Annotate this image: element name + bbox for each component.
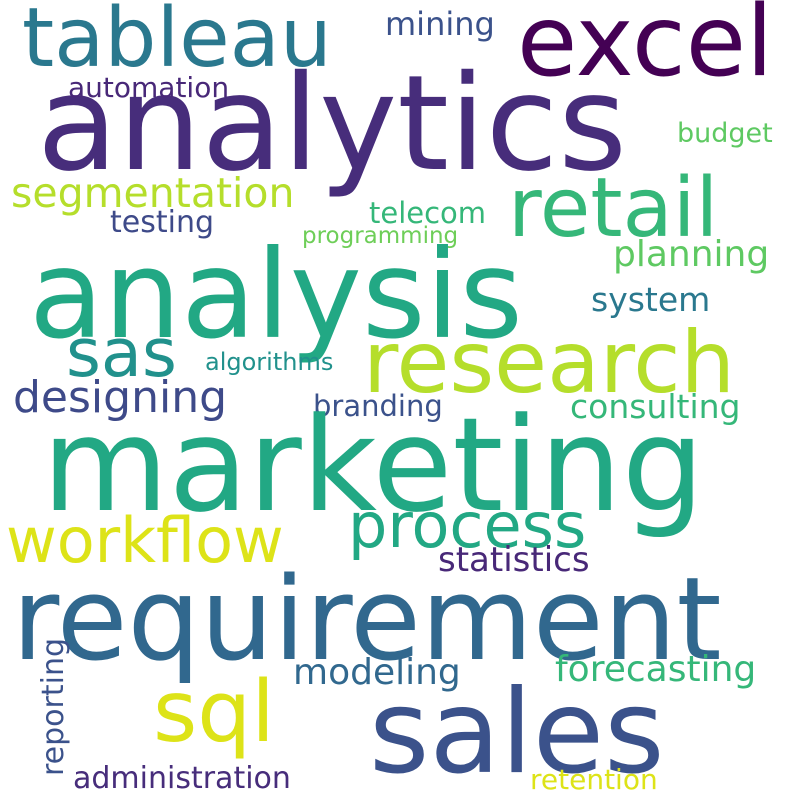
word-sas: sas (66, 314, 177, 392)
word-research: research (363, 313, 736, 413)
word-segmentation: segmentation (11, 169, 295, 217)
word-analytics: analytics (37, 47, 628, 201)
word-telecom: telecom (369, 196, 487, 230)
word-tableau: tableau (22, 0, 332, 86)
word-requirement: requirement (12, 553, 722, 687)
word-excel: excel (517, 0, 774, 99)
word-planning: planning (613, 234, 770, 275)
word-sales: sales (369, 665, 665, 800)
word-retention: retention (530, 763, 658, 796)
word-branding: branding (313, 389, 443, 423)
word-analysis: analysis (29, 224, 523, 366)
word-statistics: statistics (438, 540, 590, 580)
word-algorithms: algorithms (205, 348, 334, 376)
word-process: process (348, 489, 587, 562)
word-programming: programming (302, 223, 459, 249)
word-administration: administration (73, 761, 291, 796)
word-automation: automation (68, 71, 230, 104)
word-designing: designing (13, 372, 228, 423)
word-testing: testing (110, 205, 215, 240)
word-retail: retail (508, 161, 719, 256)
word-sql: sql (153, 663, 275, 762)
word-modeling: modeling (293, 652, 461, 693)
word-system: system (591, 280, 711, 319)
word-mining: mining (385, 5, 495, 43)
word-workflow: workflow (6, 504, 284, 577)
word-reporting: reporting (36, 637, 71, 776)
word-forecasting: forecasting (555, 649, 757, 690)
word-consulting: consulting (570, 387, 741, 426)
word-budget: budget (677, 118, 773, 149)
word-marketing: marketing (42, 389, 705, 541)
